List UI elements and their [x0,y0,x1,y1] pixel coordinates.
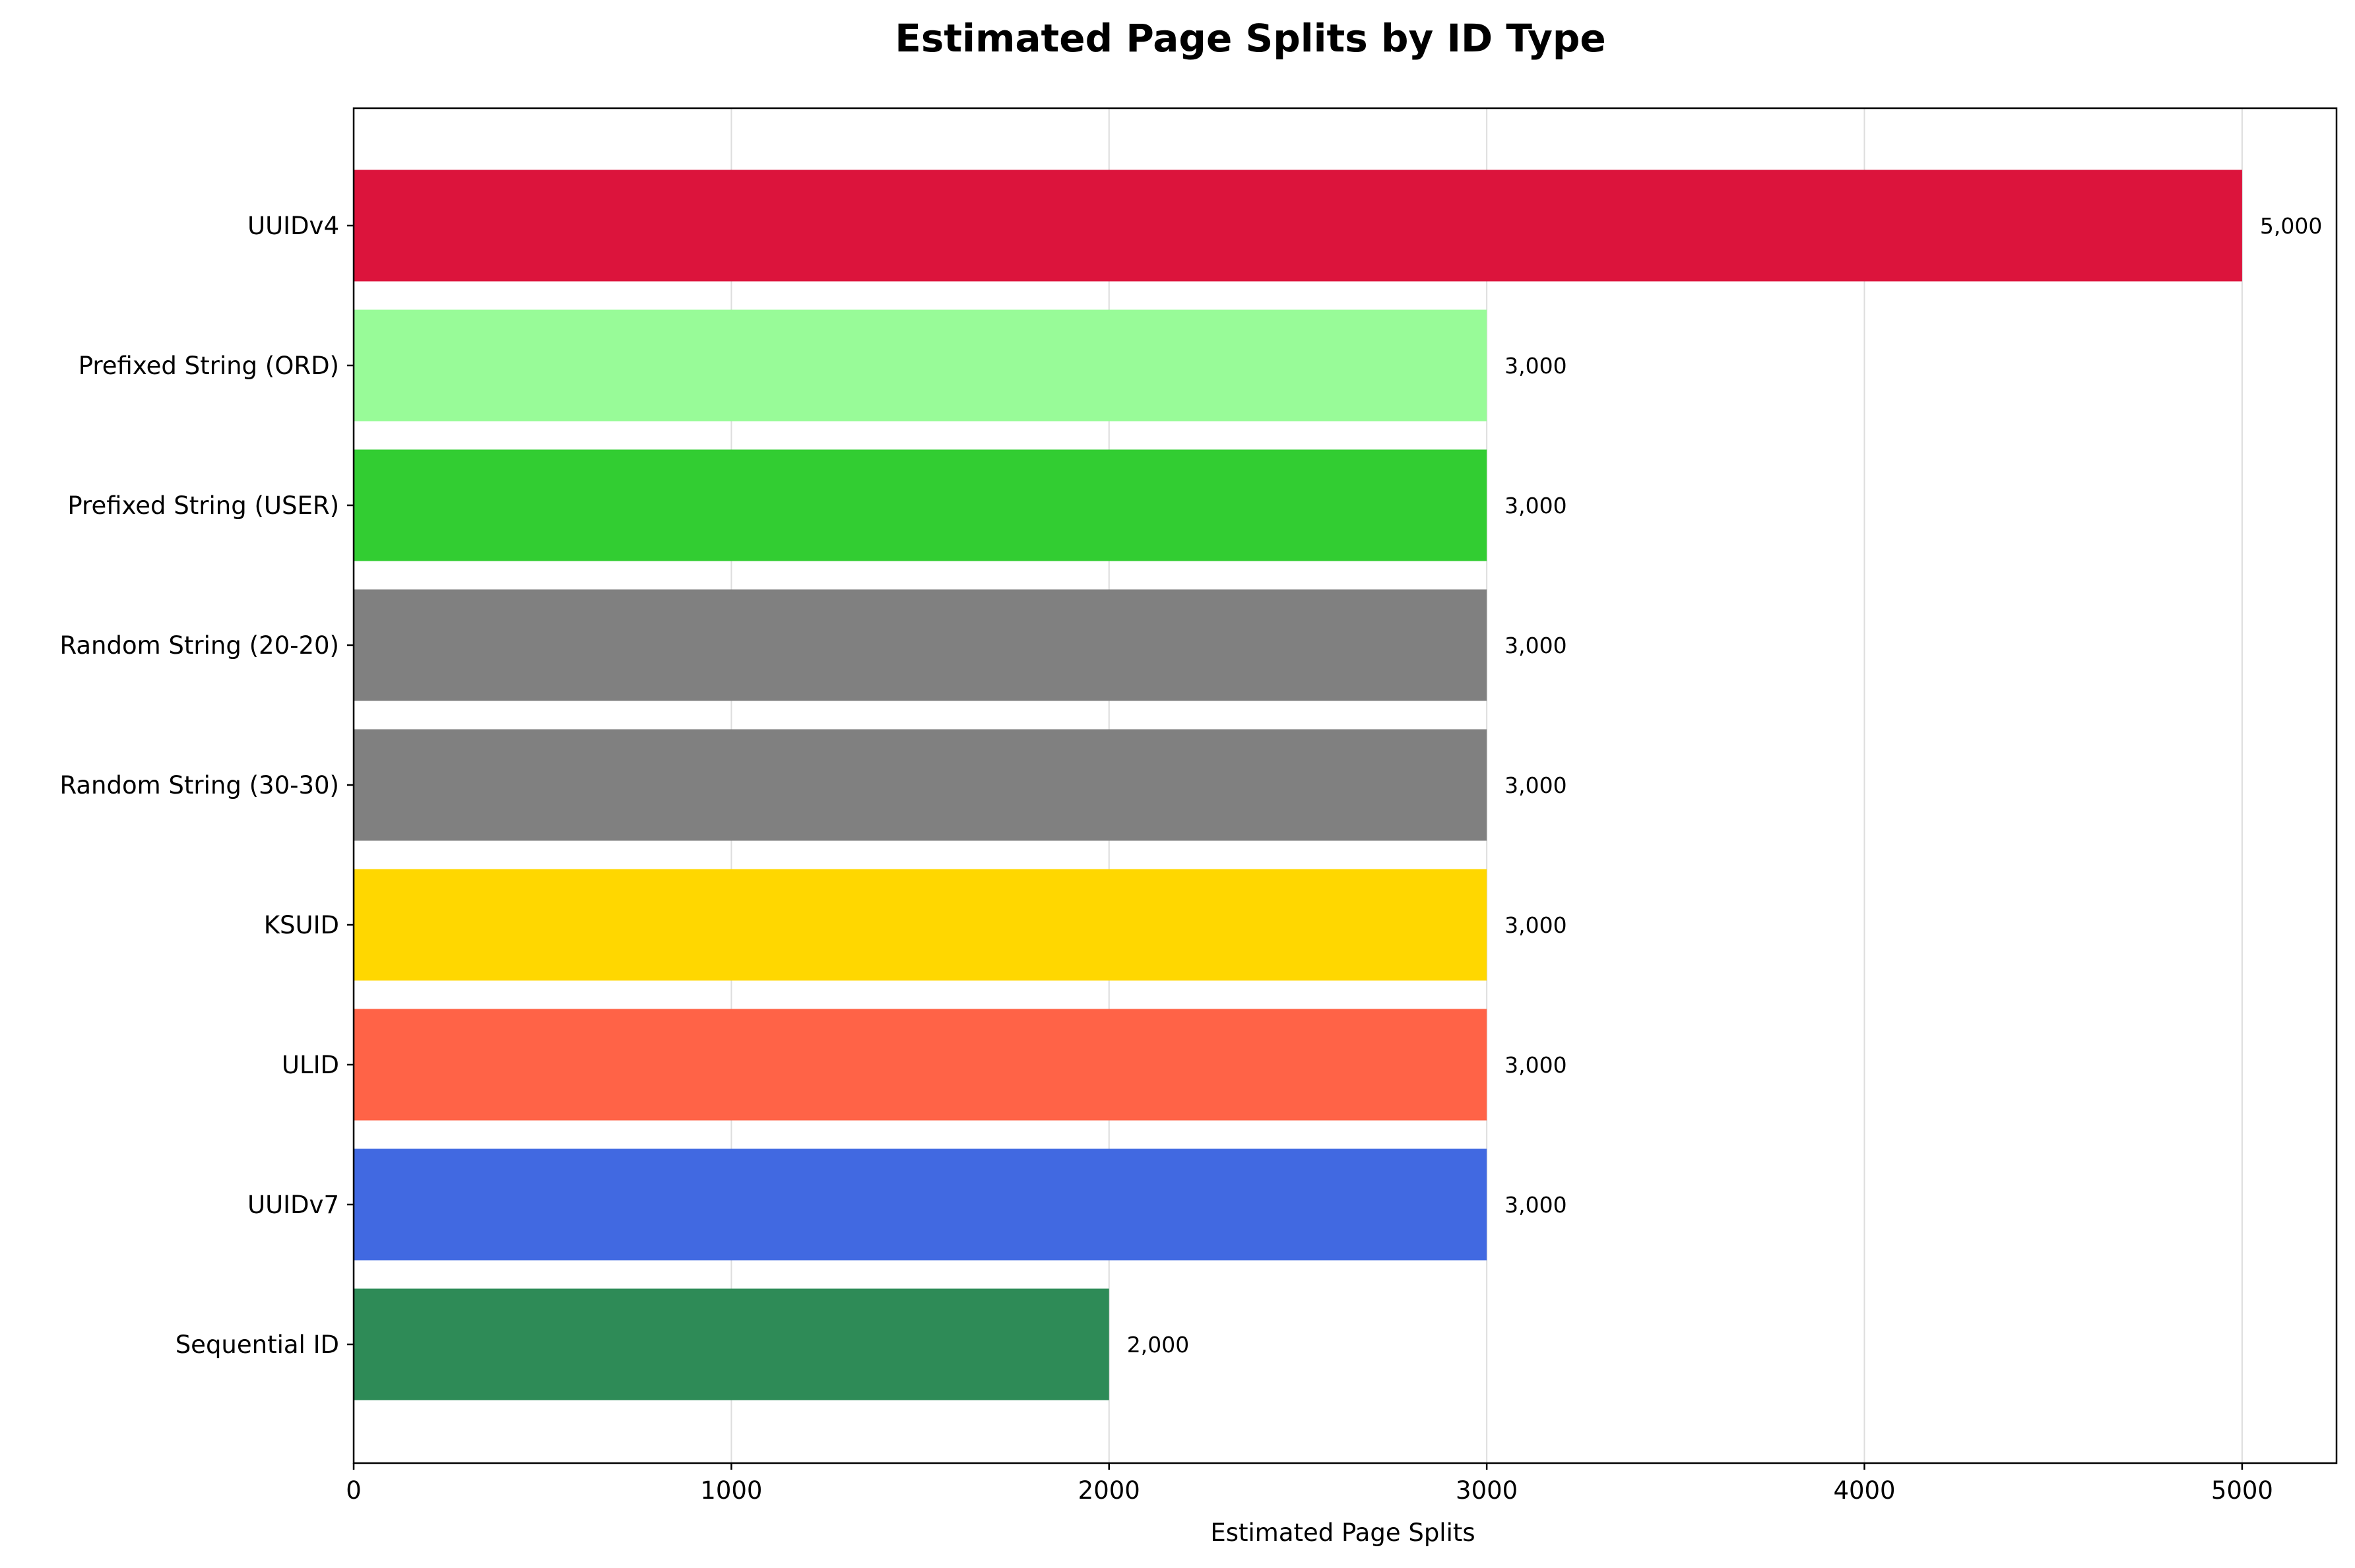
data-label-4: 3,000 [1504,772,1566,798]
bar-3 [354,589,1487,701]
bar-1 [354,309,1487,422]
bar-4 [354,729,1487,841]
x-tick-label-2: 2000 [1078,1476,1140,1505]
data-label-6: 3,000 [1504,1052,1566,1078]
x-tick-label-0: 0 [346,1476,362,1505]
data-label-1: 3,000 [1504,353,1566,379]
bar-2 [354,449,1487,561]
y-tick-label-6: ULID [282,1051,339,1079]
bar-5 [354,869,1487,981]
y-tick-label-5: KSUID [264,911,339,939]
axes: UUIDv4 Prefixed String (ORD) Prefixed Stri… [59,107,2338,1505]
x-axis-label: Estimated Page Splits [1210,1519,1475,1547]
x-tick-label-3: 3000 [1456,1476,1518,1505]
bar-6 [354,1009,1487,1121]
y-tick-label-3: Random String (20-20) [59,631,339,660]
y-tick-label-4: Random String (30-30) [59,771,339,800]
bar-7 [354,1148,1487,1261]
x-tick-label-4: 4000 [1833,1476,1895,1505]
x-tick-label-1: 1000 [700,1476,762,1505]
y-tick-label-7: UUIDv7 [247,1191,339,1219]
bar-8 [354,1288,1109,1400]
y-tick-label-1: Prefixed String (ORD) [79,352,339,380]
data-label-3: 3,000 [1504,633,1566,658]
data-label-2: 3,000 [1504,493,1566,518]
data-label-5: 3,000 [1504,912,1566,938]
data-labels: 5,000 3,000 3,000 3,000 3,000 3,000 3,000 3,000… [1127,213,2323,1358]
x-tick-label-5: 5000 [2211,1476,2273,1505]
y-tick-label-8: Sequential ID [176,1331,339,1359]
bars [354,170,2242,1400]
chart-title: Estimated Page Splits by ID Type [895,16,1606,61]
bar-0 [354,170,2242,282]
y-tick-label-2: Prefixed String (USER) [67,491,339,520]
data-label-7: 3,000 [1504,1192,1566,1218]
data-label-8: 2,000 [1127,1332,1189,1358]
plot-frame [352,107,2338,1464]
y-tick-label-0: UUIDv4 [247,212,339,240]
data-label-0: 5,000 [2260,213,2322,239]
